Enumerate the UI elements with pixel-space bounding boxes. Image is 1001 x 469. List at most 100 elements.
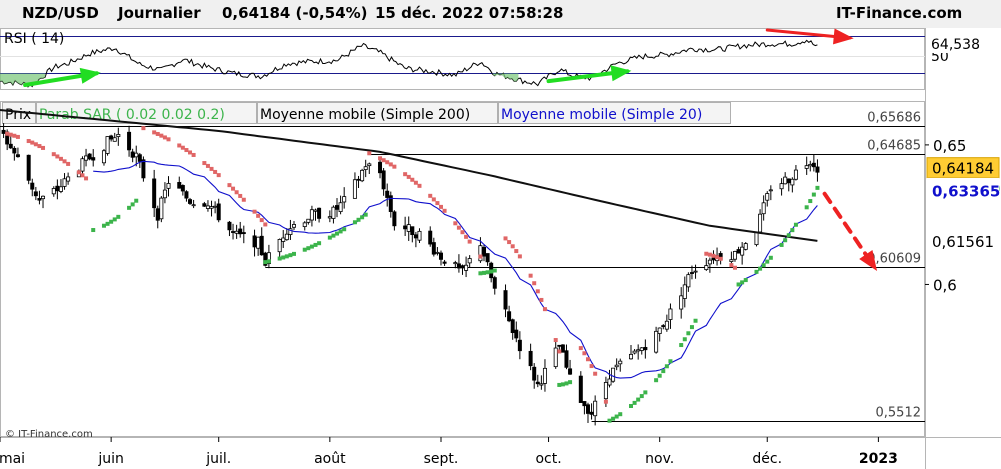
sar-segment-5 <box>367 151 483 259</box>
candle <box>188 197 193 205</box>
level-label-1: 0,65686 <box>867 111 921 126</box>
legend-sma20-box <box>498 102 731 124</box>
sar-segment-4 <box>263 212 368 265</box>
candle <box>360 168 365 183</box>
candle <box>679 287 684 319</box>
candle <box>417 228 422 244</box>
candle <box>765 191 770 207</box>
sar-segment-6 <box>478 268 497 276</box>
candle <box>593 395 598 426</box>
candle <box>166 176 171 197</box>
legend-price: Prix <box>5 107 31 123</box>
quote-label: 0,64184 (-0,54%) <box>222 4 368 22</box>
candle <box>578 371 583 403</box>
candle <box>790 177 795 193</box>
candle <box>238 221 243 238</box>
candle <box>442 259 447 266</box>
candle <box>87 153 92 161</box>
candle <box>686 272 691 292</box>
candle <box>453 260 458 269</box>
candle <box>331 205 336 224</box>
candle <box>30 178 35 197</box>
candle <box>568 359 573 375</box>
datetime-label: 15 déc. 2022 07:58:28 <box>375 4 564 22</box>
candle <box>815 159 820 182</box>
candle <box>342 187 347 209</box>
candle <box>184 190 189 202</box>
candle <box>539 375 544 390</box>
period-label: Journalier <box>118 4 201 22</box>
candle <box>41 195 46 209</box>
candle <box>754 231 759 247</box>
candle <box>180 184 185 196</box>
candle <box>141 156 146 182</box>
brand-label: IT-Finance.com <box>836 4 963 22</box>
symbol-label: NZD/USD <box>22 4 99 22</box>
candle <box>532 363 537 389</box>
sar-segment-3 <box>141 126 268 227</box>
x-tick-9: 2023 <box>859 451 898 467</box>
candle <box>378 158 383 179</box>
candle <box>693 264 698 279</box>
x-tick-3: juil. <box>205 451 231 467</box>
candle <box>517 331 522 360</box>
candle <box>33 186 38 201</box>
sar-segment-10 <box>607 318 698 423</box>
candle <box>101 148 106 166</box>
candle <box>216 198 221 223</box>
x-tick-7: nov. <box>645 451 674 467</box>
candle <box>811 154 816 172</box>
candle <box>431 237 436 257</box>
rsi-title: RSI ( 14) <box>4 31 64 47</box>
candle <box>302 221 307 231</box>
axis-tag-4: 0,61561 <box>932 233 994 251</box>
sma200-line <box>0 109 818 242</box>
rsi-oversold-fill-2 <box>492 73 519 82</box>
candle <box>553 340 558 369</box>
x-tick-2: juin <box>97 451 124 467</box>
x-tick-4: août <box>314 451 346 467</box>
axis-tag-3: 0,63365 <box>932 183 1000 201</box>
sar-segment-1 <box>5 131 89 181</box>
candle <box>367 162 372 174</box>
level-label-2: 0,64685 <box>867 139 921 154</box>
candle <box>560 344 565 353</box>
candle <box>629 345 634 360</box>
level-label-3: 0,60609 <box>867 252 921 267</box>
candle <box>507 305 512 323</box>
candle <box>514 321 519 343</box>
candle <box>116 127 121 146</box>
candle <box>528 343 533 371</box>
candle <box>266 244 271 269</box>
candle <box>291 221 296 231</box>
candle <box>363 159 368 178</box>
candle <box>743 242 748 251</box>
legend-parab-sar: Parab SAR ( 0.02 0.02 0.2) <box>39 107 225 123</box>
candle <box>614 358 619 371</box>
candle <box>793 165 798 181</box>
candle <box>26 154 31 185</box>
candle <box>582 401 587 415</box>
x-tick-6: oct. <box>535 451 561 467</box>
candle <box>643 339 648 359</box>
candle <box>564 344 569 370</box>
price-tick-1: 0,65 <box>933 137 966 155</box>
candle <box>306 218 311 225</box>
candle <box>804 156 809 175</box>
candle <box>732 250 737 262</box>
candle <box>277 238 282 259</box>
level-label-4: 0,5512 <box>876 406 922 421</box>
candle <box>632 349 637 355</box>
x-tick-5: sept. <box>424 451 459 467</box>
candle <box>66 172 71 185</box>
axis-tag-bg-4 <box>927 230 999 251</box>
candle <box>485 253 490 266</box>
candle <box>37 190 42 205</box>
candle <box>704 257 709 271</box>
rsi-green-arrow-1 <box>23 67 101 88</box>
rsi-line <box>0 39 818 88</box>
candle <box>464 256 469 278</box>
candle <box>482 244 487 262</box>
candle <box>607 369 612 388</box>
